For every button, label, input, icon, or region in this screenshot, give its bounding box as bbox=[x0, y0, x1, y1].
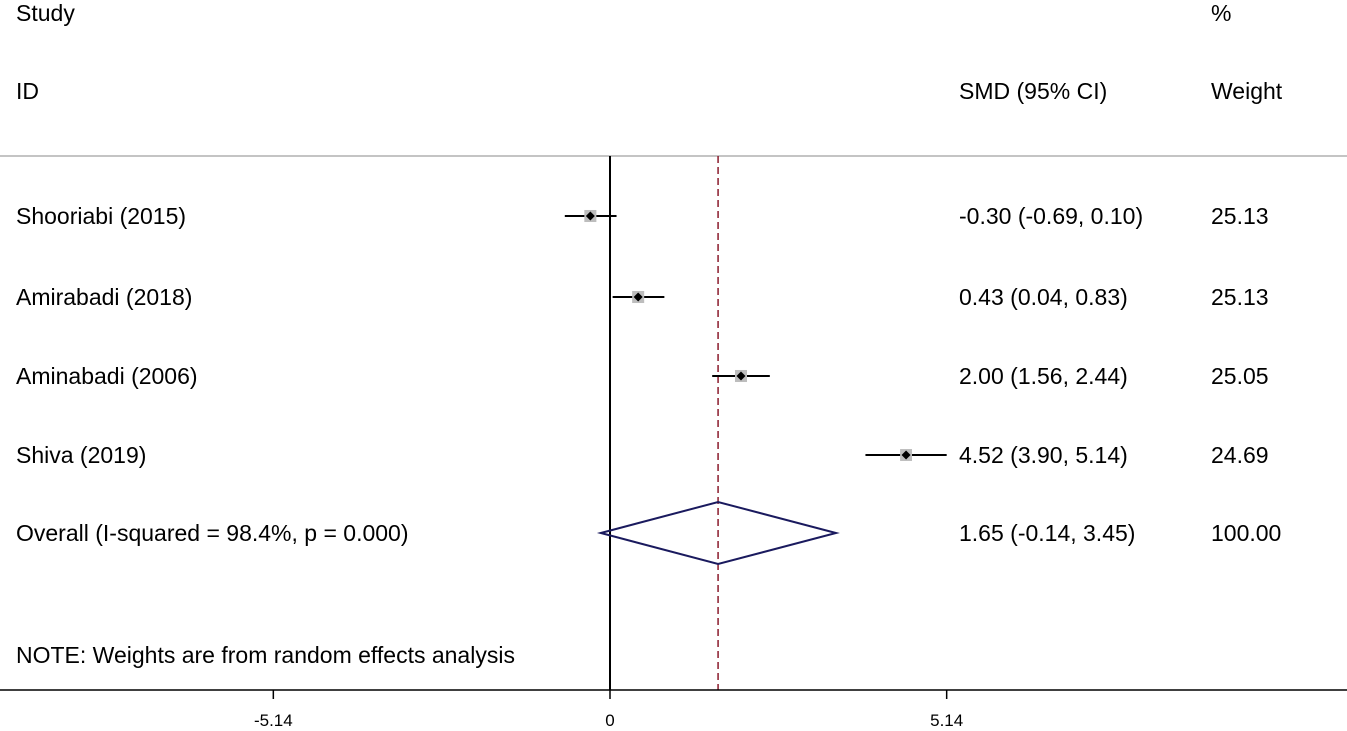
study-label: Aminabadi (2006) bbox=[16, 363, 198, 389]
x-tick-label: 0 bbox=[605, 711, 614, 730]
study-rows: Shooriabi (2015) -0.30 (-0.69, 0.10) 25.13… bbox=[16, 203, 1269, 468]
study-ci-text: 0.43 (0.04, 0.83) bbox=[959, 284, 1128, 310]
x-tick-label: 5.14 bbox=[930, 711, 963, 730]
study-point-estimate bbox=[736, 371, 746, 381]
study-label: Shooriabi (2015) bbox=[16, 203, 186, 229]
study-weight-text: 25.13 bbox=[1211, 203, 1269, 229]
study-row: Shooriabi (2015) -0.30 (-0.69, 0.10) 25.13 bbox=[16, 203, 1269, 229]
header-id: ID bbox=[16, 78, 39, 104]
study-ci-text: 2.00 (1.56, 2.44) bbox=[959, 363, 1128, 389]
study-ci-text: -0.30 (-0.69, 0.10) bbox=[959, 203, 1143, 229]
study-row: Amirabadi (2018) 0.43 (0.04, 0.83) 25.13 bbox=[16, 284, 1269, 310]
study-weight-text: 25.05 bbox=[1211, 363, 1269, 389]
overall-weight-text: 100.00 bbox=[1211, 520, 1281, 546]
header-weight: Weight bbox=[1211, 78, 1283, 104]
study-point-estimate bbox=[901, 450, 911, 460]
overall-row: Overall (I-squared = 98.4%, p = 0.000) 1.… bbox=[16, 500, 1281, 566]
study-label: Amirabadi (2018) bbox=[16, 284, 192, 310]
overall-diamond bbox=[596, 500, 840, 566]
header-percent: % bbox=[1211, 0, 1231, 26]
overall-label: Overall (I-squared = 98.4%, p = 0.000) bbox=[16, 520, 409, 546]
study-weight-text: 25.13 bbox=[1211, 284, 1269, 310]
study-row: Shiva (2019) 4.52 (3.90, 5.14) 24.69 bbox=[16, 442, 1269, 468]
study-label: Shiva (2019) bbox=[16, 442, 146, 468]
study-weight-text: 24.69 bbox=[1211, 442, 1269, 468]
study-point-estimate bbox=[633, 292, 643, 302]
note-text: NOTE: Weights are from random effects an… bbox=[16, 642, 515, 668]
x-axis: -5.14 0 5.14 bbox=[0, 156, 1347, 730]
study-row: Aminabadi (2006) 2.00 (1.56, 2.44) 25.05 bbox=[16, 363, 1269, 389]
header-study: Study bbox=[16, 0, 75, 26]
study-point-estimate bbox=[585, 211, 595, 221]
x-tick-label: -5.14 bbox=[254, 711, 293, 730]
study-ci-text: 4.52 (3.90, 5.14) bbox=[959, 442, 1128, 468]
overall-ci-text: 1.65 (-0.14, 3.45) bbox=[959, 520, 1135, 546]
header-effect: SMD (95% CI) bbox=[959, 78, 1107, 104]
